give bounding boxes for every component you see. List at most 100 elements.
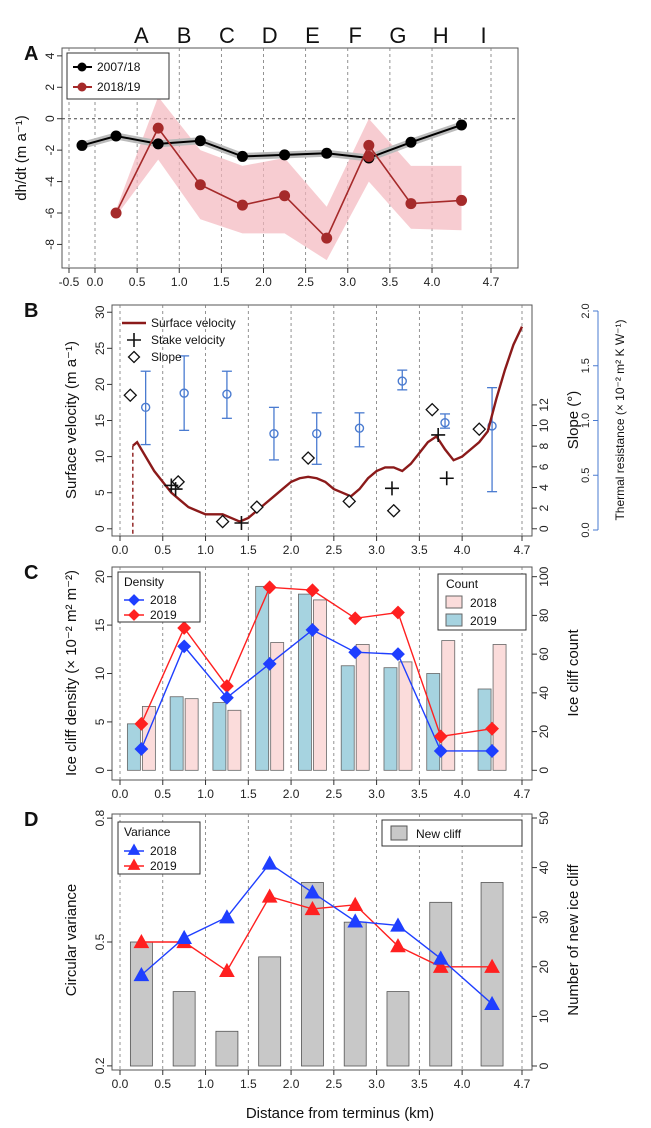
panel-a: A -0.5 0.0 0.5 1.0 1.5 2.0 2.5 3.0 3.5 4.0 4.7 -8 -6 -… [13, 43, 519, 289]
point-2018-19 [363, 139, 375, 151]
panel-letter: B [24, 300, 38, 322]
x-tick-label: 4.7 [514, 543, 531, 557]
variance-point-2019 [432, 958, 449, 973]
point-2007-18 [152, 138, 164, 150]
legend-title-count: Count [446, 577, 479, 591]
variance-point-2018 [390, 917, 406, 932]
variance-point-2018 [304, 884, 321, 899]
point-2018-19 [321, 232, 333, 244]
y-tick-label: 0.2 [93, 1057, 107, 1074]
x-tick-label: 3.0 [368, 787, 385, 801]
bar-count-2019 [212, 702, 227, 771]
x-tick-label: 4.0 [454, 787, 471, 801]
density-point-2018 [262, 656, 277, 671]
point-2007-18 [279, 149, 291, 161]
y-axis-label: Slope (°) [565, 391, 582, 450]
bar-new-cliff [386, 991, 410, 1067]
x-tick-label: 0.5 [129, 275, 146, 289]
y-tick-label: 25 [93, 341, 107, 355]
legend-marker-2018 [127, 843, 141, 855]
stake-velocity-point [384, 481, 399, 496]
legend-label-2018: 2018 [150, 844, 177, 858]
x-tick-label: 3.0 [339, 275, 356, 289]
variance-point-2019 [219, 962, 235, 978]
x-tick-label: 2.0 [283, 1077, 300, 1091]
column-letter-H: H [433, 23, 449, 48]
y-tick-label: 0 [93, 525, 107, 532]
legend-title-variance: Variance [124, 825, 171, 839]
legend-label-2018-19: 2018/19 [97, 80, 141, 94]
density-point-2019 [348, 611, 363, 626]
thermal-tick-label: 1.0 [580, 413, 592, 428]
column-letter-F: F [348, 23, 361, 48]
point-2007-18 [236, 150, 248, 162]
bar-new-cliff [258, 956, 282, 1067]
legend-marker-stake [127, 333, 141, 347]
y-tick-label: 0.8 [93, 809, 107, 826]
variance-point-2018 [432, 950, 449, 965]
panel-d: D 0.0 0.5 1.0 1.5 2.0 2.5 3.0 3.5 4.0 4.7 0.2 0.5 0.8… [24, 809, 582, 1091]
point-2018-19 [236, 199, 248, 211]
stake-velocity-point [234, 516, 249, 531]
x-tick-label: 3.5 [411, 543, 428, 557]
y-right-tick-label: 10 [537, 419, 551, 433]
thermal-tick-label: 0.5 [580, 468, 592, 483]
bar-count-2018 [270, 642, 285, 771]
variance-point-2018 [347, 913, 364, 928]
legend-marker-slope [127, 350, 141, 364]
y-axis-label: Thermal resistance (× 10⁻² m² K W⁻¹) [613, 319, 627, 520]
variance-point-2019 [484, 958, 500, 973]
point-2007-18 [110, 130, 122, 142]
thermal-point [140, 402, 151, 413]
legend-marker-2018 [128, 594, 140, 606]
legend-label-count-2018: 2018 [470, 596, 497, 610]
column-letter-G: G [389, 23, 406, 48]
y-tick-label: 4 [43, 52, 57, 59]
column-letter-D: D [262, 23, 278, 48]
legend-label-slope: Slope [151, 350, 182, 364]
legend-swatch-new-cliff [390, 825, 408, 841]
thermal-point [269, 428, 279, 439]
y-tick-label: 10 [93, 450, 107, 464]
legend-label-new-cliff: New cliff [416, 827, 462, 841]
variance-point-2018 [484, 995, 500, 1011]
point-2007-18 [405, 136, 417, 148]
bar-count-2019 [298, 593, 312, 771]
panel-letter: C [24, 562, 38, 584]
line-2007-18 [81, 124, 462, 160]
y-right-tick-label: 6 [537, 463, 551, 470]
bar-new-cliff [301, 882, 324, 1067]
density-point-2019 [134, 716, 149, 731]
surface-velocity-line [132, 326, 524, 523]
density-point-2018 [348, 645, 363, 660]
y-axis-label: Number of new ice cliff [565, 863, 582, 1015]
variance-point-2018 [261, 855, 278, 870]
thermal-tick-label: 0.0 [580, 522, 592, 537]
y-tick-label: 20 [93, 570, 107, 584]
legend-marker-2019 [128, 609, 140, 621]
x-tick-label: 1.0 [197, 1077, 214, 1091]
x-tick-label: 0.5 [154, 787, 171, 801]
thermal-tick-label: 2.0 [580, 303, 592, 318]
x-tick-label: 3.5 [382, 275, 399, 289]
column-letter-I: I [480, 23, 486, 48]
x-tick-label: 0.0 [87, 275, 104, 289]
bar-new-cliff [129, 941, 153, 1067]
stake-velocity-point [431, 427, 446, 442]
panel-letter: D [24, 809, 38, 831]
variance-point-2018 [219, 909, 235, 924]
slope-point [342, 494, 357, 509]
column-letters: A B C D E F G H I [134, 23, 487, 48]
legend-label-stake-velocity: Stake velocity [151, 333, 225, 347]
x-tick-label: 4.0 [424, 275, 441, 289]
y-right-tick-label: 50 [537, 811, 551, 825]
x-tick-label: 2.5 [325, 787, 342, 801]
y-right-tick-label: 30 [537, 910, 551, 924]
x-tick-label: 2.5 [297, 275, 314, 289]
legend-label-2018: 2018 [150, 593, 177, 607]
y-right-tick-label: 0 [537, 1062, 551, 1069]
column-letter-E: E [305, 23, 320, 48]
x-tick-label: 1.0 [197, 787, 214, 801]
slope-point [123, 388, 138, 403]
x-tick-label: 3.0 [368, 1077, 385, 1091]
